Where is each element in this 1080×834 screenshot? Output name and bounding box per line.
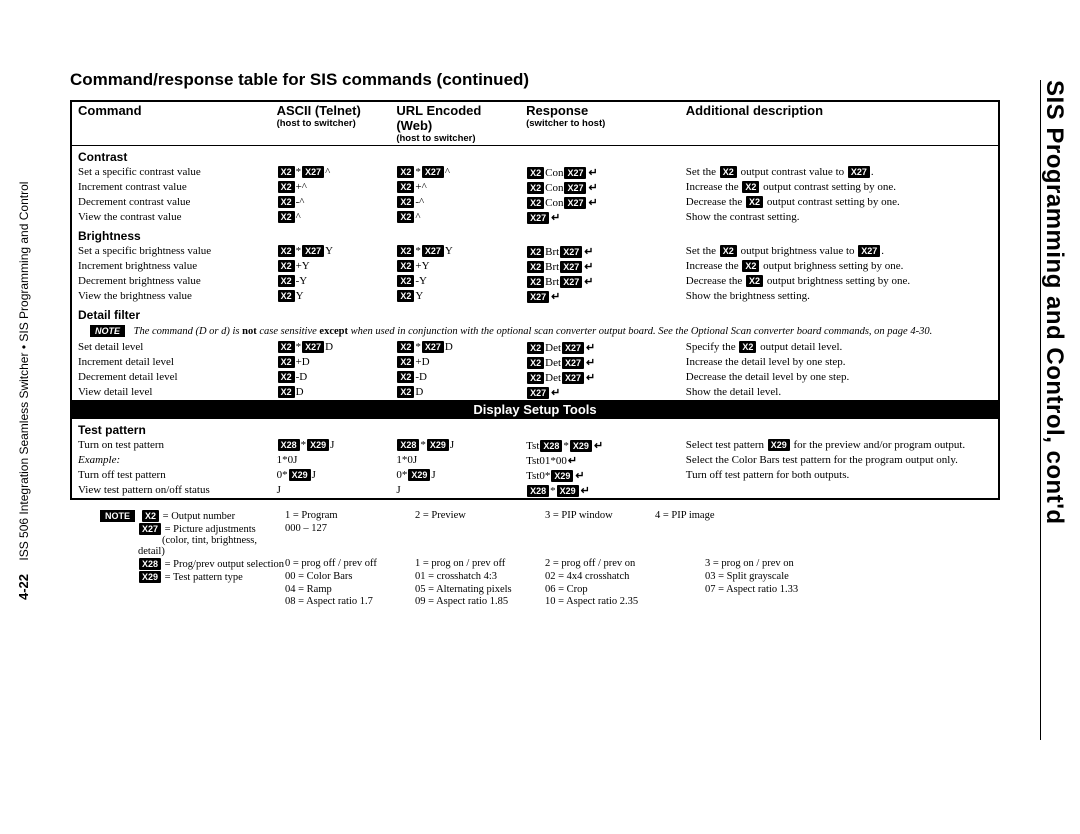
- table-row: Increment contrast value X2+^ X2+^ X2Con…: [71, 180, 999, 195]
- table-row: View detail level X2D X2D X27↵ Show the …: [71, 385, 999, 400]
- table-row: Set detail level X2*X27D X2*X27D X2DetX2…: [71, 340, 999, 355]
- note-badge: NOTE: [90, 325, 125, 337]
- table-row: View the contrast value X2^ X2^ X27↵ Sho…: [71, 210, 999, 225]
- col-response: Response(switcher to host): [520, 101, 680, 146]
- subhead-brightness: Brightness: [71, 225, 999, 244]
- table-row: Decrement contrast value X2-^ X2-^ X2Con…: [71, 195, 999, 210]
- section-bar-display-setup: Display Setup Tools: [71, 400, 999, 419]
- subhead-test-pattern: Test pattern: [71, 419, 999, 438]
- side-heading-left: 4-22 ISS 506 Integration Seamless Switch…: [16, 80, 42, 600]
- page-title: Command/response table for SIS commands …: [70, 70, 1010, 90]
- table-row: Turn on test pattern X28*X29J X28*X29J T…: [71, 438, 999, 453]
- page-content: Command/response table for SIS commands …: [40, 60, 1010, 608]
- subhead-detail: Detail filter: [71, 304, 999, 323]
- detail-note-row: NOTE The command (D or d) is not case se…: [71, 323, 999, 340]
- legend: NOTEX2 = Output number 1 = Program 2 = P…: [100, 510, 1000, 607]
- table-row: Increment brightness value X2+Y X2+Y X2B…: [71, 259, 999, 274]
- table-row: Turn off test pattern 0*X29J 0*X29J Tst0…: [71, 468, 999, 483]
- col-ascii: ASCII (Telnet)(host to switcher): [271, 101, 391, 146]
- table-row: Increment detail level X2+D X2+D X2DetX2…: [71, 355, 999, 370]
- page-footer-title: ISS 506 Integration Seamless Switcher • …: [17, 182, 31, 561]
- col-command: Command: [71, 101, 271, 146]
- col-desc: Additional description: [680, 101, 999, 146]
- side-heading-right: SIS Programming and Control, cont'd: [1040, 80, 1068, 740]
- subhead-contrast: Contrast: [71, 146, 999, 166]
- table-row: Decrement detail level X2-D X2-D X2DetX2…: [71, 370, 999, 385]
- col-url: URL Encoded (Web)(host to switcher): [390, 101, 520, 146]
- table-row: View test pattern on/off status J J X28*…: [71, 483, 999, 499]
- table-row: View the brightness value X2Y X2Y X27↵ S…: [71, 289, 999, 304]
- table-header-row: Command ASCII (Telnet)(host to switcher)…: [71, 101, 999, 146]
- command-table: Command ASCII (Telnet)(host to switcher)…: [70, 100, 1000, 500]
- note-badge: NOTE: [100, 510, 135, 522]
- table-row: Set a specific contrast value X2*X27^ X2…: [71, 165, 999, 180]
- table-row: Example: 1*0J 1*0J Tst01*00↵ Select the …: [71, 453, 999, 468]
- page-number: 4-22: [16, 574, 31, 600]
- table-row: Decrement brightness value X2-Y X2-Y X2B…: [71, 274, 999, 289]
- table-row: Set a specific brightness value X2*X27Y …: [71, 244, 999, 259]
